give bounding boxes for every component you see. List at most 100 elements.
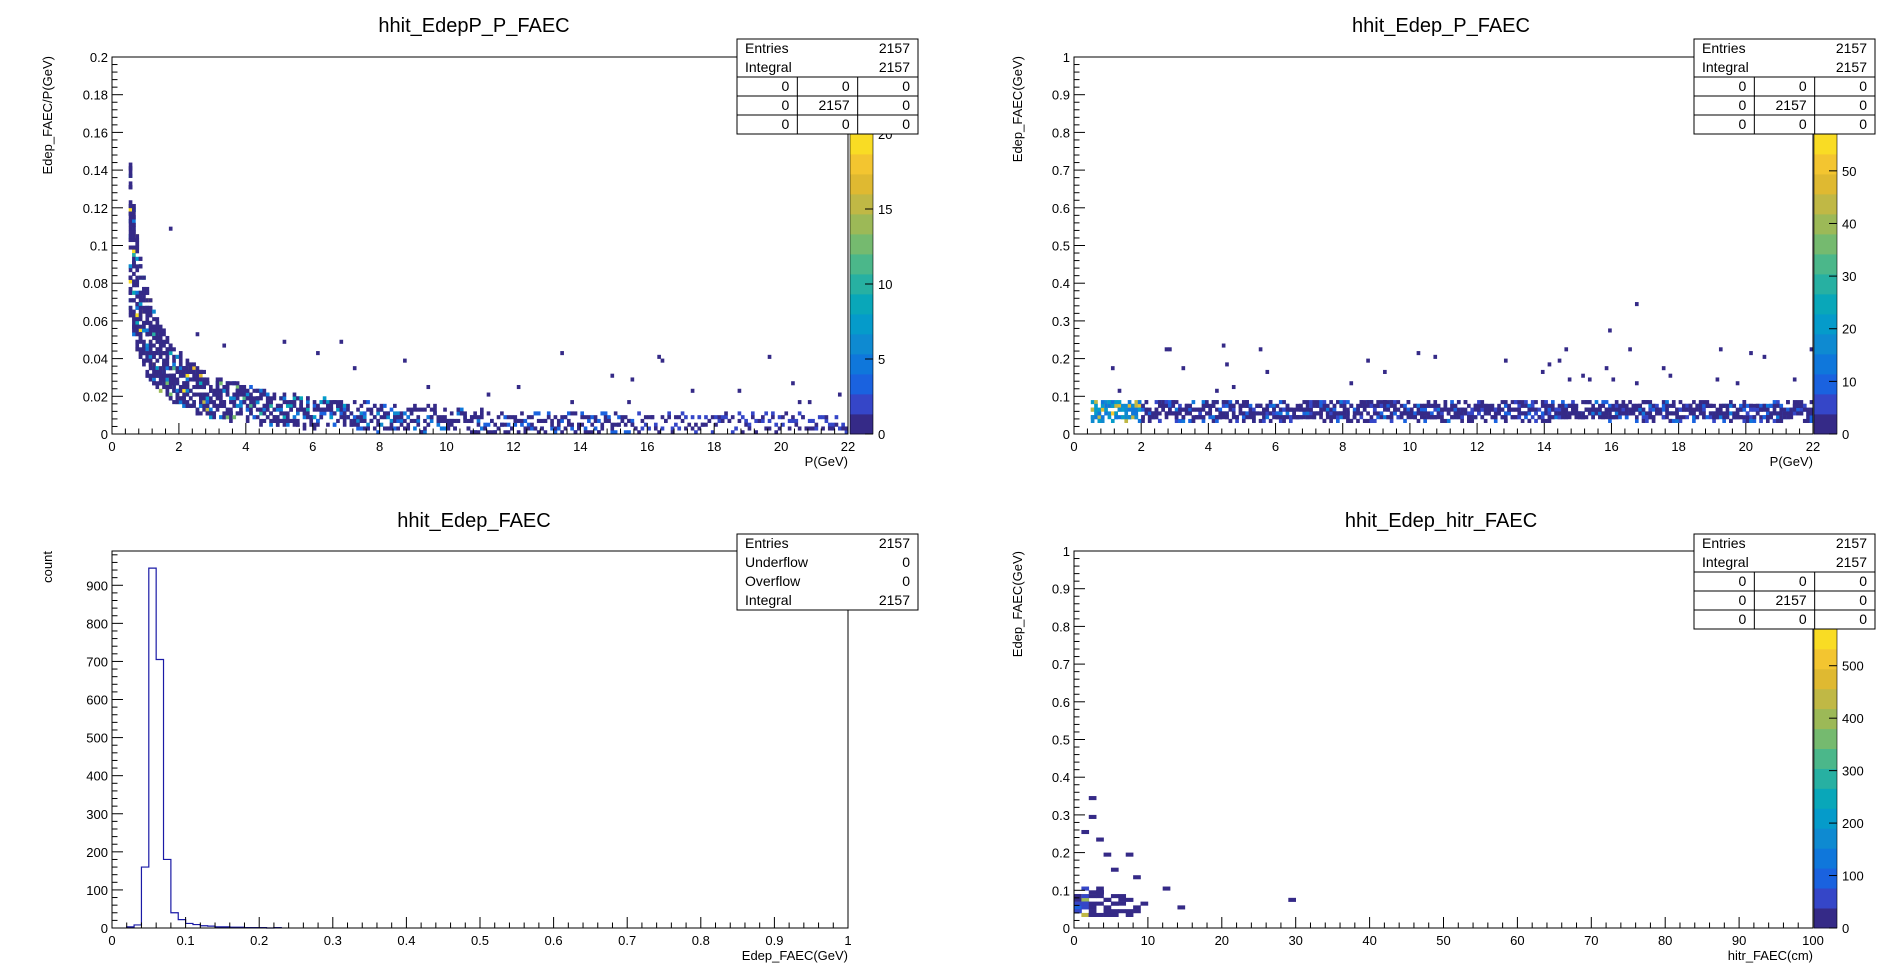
heatmap-cell xyxy=(142,309,146,314)
heatmap-cell xyxy=(155,335,160,341)
heatmap-cell xyxy=(1181,415,1186,420)
y-tick-label: 0.04 xyxy=(83,352,108,367)
heatmap-cell xyxy=(1114,400,1118,405)
heatmap-cell xyxy=(393,418,397,423)
heatmap-cell xyxy=(128,313,133,318)
heatmap-cell xyxy=(1133,875,1141,880)
heatmap-cell xyxy=(1268,400,1273,405)
heatmap-cell xyxy=(306,411,310,416)
x-tick-label: 10 xyxy=(1403,439,1417,454)
heatmap-cell xyxy=(285,418,290,423)
heatmap-cell xyxy=(1685,403,1690,408)
heatmap-cell xyxy=(680,418,685,423)
heatmap-cell xyxy=(466,418,471,423)
heatmap-cell xyxy=(493,430,498,435)
y-tick-label: 0.1 xyxy=(1052,389,1070,404)
heatmap-cell xyxy=(192,400,196,405)
heatmap-cell xyxy=(1729,400,1733,405)
heatmap-cell xyxy=(623,422,628,427)
stats-label: Entries xyxy=(745,535,789,551)
heatmap-cell xyxy=(399,418,404,423)
x-tick-label: 20 xyxy=(1215,933,1229,948)
heatmap-cell xyxy=(1477,411,1481,416)
x-tick-label: 60 xyxy=(1510,933,1524,948)
heatmap-cell xyxy=(463,418,467,423)
heatmap-cell xyxy=(362,415,367,420)
heatmap-cell xyxy=(296,411,300,416)
heatmap-cell xyxy=(1641,418,1646,423)
heatmap-cell xyxy=(1712,418,1716,423)
heatmap-cell xyxy=(162,358,166,363)
heatmap-cell xyxy=(1074,905,1082,910)
heatmap-cell xyxy=(1201,400,1206,405)
heatmap-cell xyxy=(135,268,140,273)
heatmap-cell xyxy=(1272,411,1276,416)
histogram-line xyxy=(126,567,282,929)
heatmap-cell xyxy=(1225,362,1229,367)
heatmap-cell xyxy=(138,275,143,280)
heatmap-cell xyxy=(416,407,421,412)
heatmap-cell xyxy=(148,339,153,344)
heatmap-cell xyxy=(1103,852,1112,857)
heatmap-cell xyxy=(269,422,273,427)
heatmap-cell xyxy=(1117,415,1122,420)
heatmap-cell xyxy=(386,411,390,416)
heatmap-cell xyxy=(610,422,615,427)
heatmap-cell xyxy=(316,422,320,427)
plot-area: 05101520024681012141618202200.020.040.06… xyxy=(83,38,919,454)
heatmap-cell xyxy=(1742,407,1747,412)
heatmap-cell xyxy=(1096,886,1104,891)
heatmap-cell xyxy=(801,415,805,420)
heatmap-cell xyxy=(1221,400,1226,405)
color-bar-tick-label: 200 xyxy=(1842,816,1864,831)
heatmap-cell xyxy=(1792,377,1797,382)
heatmap-cell xyxy=(1121,407,1125,412)
heatmap-cell xyxy=(781,422,785,427)
heatmap-cell xyxy=(128,185,133,190)
heatmap-cell xyxy=(590,415,595,420)
heatmap-cell xyxy=(463,411,467,416)
heatmap-cell xyxy=(1648,403,1653,408)
heatmap-cell xyxy=(1675,415,1679,420)
heatmap-cell xyxy=(132,204,136,209)
heatmap-cell xyxy=(269,400,273,405)
heatmap-cell xyxy=(205,403,210,408)
heatmap-cell xyxy=(279,407,283,412)
heatmap-cell xyxy=(456,411,461,416)
heatmap-cell xyxy=(1201,407,1206,412)
heatmap-cell xyxy=(550,418,554,423)
heatmap-cell xyxy=(1342,400,1347,405)
heatmap-cell xyxy=(1124,407,1129,412)
heatmap-cell xyxy=(1661,400,1666,405)
y-axis: 00.10.20.30.40.50.60.70.80.91 xyxy=(1052,544,1085,936)
heatmap-cell xyxy=(128,245,133,250)
x-tick-label: 0 xyxy=(108,933,115,948)
heatmap-cell xyxy=(1708,415,1713,420)
heatmap-cell xyxy=(1671,403,1676,408)
heatmap-cell xyxy=(1594,411,1599,416)
heatmap-cell xyxy=(811,426,815,431)
heatmap-cell xyxy=(653,422,658,427)
heatmap-cell xyxy=(212,415,217,420)
heatmap-cell xyxy=(252,400,257,405)
heatmap-cell xyxy=(182,403,186,408)
heatmap-cell xyxy=(1336,411,1340,416)
heatmap-cell xyxy=(1440,411,1444,416)
heatmap-cell xyxy=(1359,400,1364,405)
heatmap-cell xyxy=(1729,411,1733,416)
heatmap-cell xyxy=(1467,415,1471,420)
heatmap-cell xyxy=(198,411,203,416)
heatmap-cell xyxy=(1225,411,1229,416)
heatmap-cell xyxy=(1426,403,1431,408)
heatmap-cell xyxy=(1231,411,1236,416)
heatmap-cell xyxy=(1154,407,1159,412)
heatmap-cell xyxy=(195,407,200,412)
heatmap-cell xyxy=(289,407,293,412)
heatmap-cell xyxy=(148,305,153,310)
stats-label: Entries xyxy=(1702,535,1746,551)
heatmap-cell xyxy=(336,407,340,412)
heatmap-cell xyxy=(376,422,380,427)
heatmap-cell xyxy=(613,430,618,435)
heatmap-cell xyxy=(132,215,136,220)
